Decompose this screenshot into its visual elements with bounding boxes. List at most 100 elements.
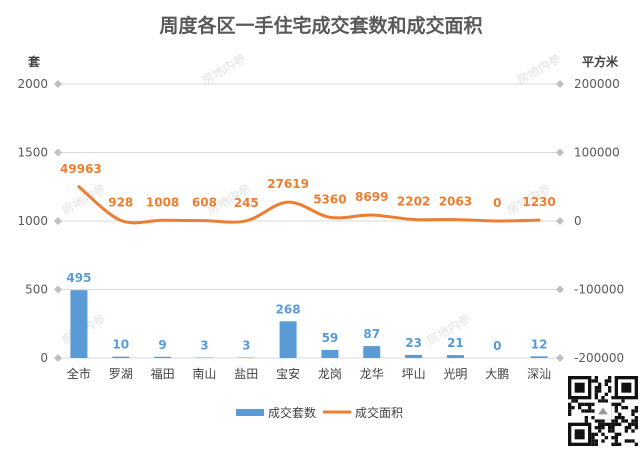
qr-code-image: [568, 376, 638, 446]
qr-module: [601, 422, 605, 426]
qr-module: [588, 406, 592, 410]
qr-module: [618, 416, 622, 420]
qr-module: [608, 379, 612, 383]
qr-module: [598, 389, 602, 393]
qr-module: [591, 439, 595, 443]
category-label: 光明: [443, 367, 467, 381]
qr-module: [608, 426, 612, 430]
left-tick-marker: [54, 285, 62, 294]
qr-module: [608, 376, 612, 380]
qr-module: [594, 419, 598, 423]
right-tick-label: -200000: [574, 351, 624, 365]
qr-module: [614, 432, 618, 436]
left-tick-marker: [54, 80, 62, 88]
right-tick-label: -100000: [574, 283, 624, 297]
qr-module: [571, 406, 575, 410]
qr-module: [568, 412, 572, 416]
line-data-label: 49963: [60, 162, 102, 176]
qr-module: [628, 422, 632, 426]
right-tick-marker: [556, 217, 564, 225]
line-data-label: 1008: [146, 195, 179, 209]
qr-module: [624, 429, 628, 433]
qr-module: [591, 379, 595, 383]
qr-module: [614, 422, 618, 426]
qr-finder: [574, 382, 585, 393]
line-data-label: 27619: [267, 177, 309, 191]
qr-module: [624, 419, 628, 423]
qr-module: [594, 442, 598, 446]
qr-module: [591, 416, 595, 420]
qr-module: [591, 442, 595, 446]
chart-title: 周度各区一手住宅成交套数和成交面积: [159, 14, 482, 37]
right-tick-label: 200000: [574, 77, 620, 91]
qr-module: [604, 399, 608, 403]
bar-data-label: 59: [322, 331, 339, 345]
qr-module: [621, 399, 625, 403]
left-tick-marker: [54, 354, 62, 362]
right-tick-marker: [556, 148, 564, 157]
qr-module: [634, 419, 638, 423]
bar-data-label: 12: [531, 337, 548, 351]
right-tick-label: 0: [574, 214, 582, 228]
bar-data-label: 3: [200, 339, 208, 353]
category-label: 宝安: [276, 366, 300, 381]
right-tick-marker: [556, 354, 564, 362]
qr-module: [631, 439, 635, 443]
qr-module: [608, 429, 612, 433]
category-label: 全市: [67, 366, 91, 381]
qr-module: [614, 419, 618, 423]
bar-data-label: 0: [493, 339, 501, 353]
category-label: 龙岗: [318, 367, 342, 381]
qr-module: [584, 416, 588, 420]
legend-label: 成交面积: [355, 405, 403, 420]
qr-module: [594, 392, 598, 396]
qr-module: [581, 409, 585, 413]
bar-series: 495 10 9 3 3 268 59 87 23 21 0 12: [66, 271, 548, 358]
qr-module: [604, 392, 608, 396]
qr-finder: [621, 382, 632, 393]
bar: [279, 321, 297, 358]
category-label: 深汕: [527, 367, 551, 381]
qr-module: [568, 409, 572, 413]
category-labels: 全市 罗湖 福田 南山 盐田 宝安 龙岗 龙华 坪山 光明 大鹏 深汕: [67, 366, 551, 381]
qr-module: [624, 439, 628, 443]
qr-module: [578, 402, 582, 406]
category-label: 盐田: [234, 367, 258, 381]
qr-module: [598, 382, 602, 386]
qr-module: [611, 396, 615, 400]
qr-module: [618, 432, 622, 436]
qr-module: [594, 379, 598, 383]
qr-module: [614, 409, 618, 413]
qr-module: [631, 429, 635, 433]
qr-module: [588, 409, 592, 413]
left-tick-label: 2000: [17, 77, 48, 91]
qr-module: [601, 439, 605, 443]
qr-module: [594, 426, 598, 430]
bar: [112, 356, 130, 358]
qr-module: [608, 389, 612, 393]
right-tick-marker: [556, 285, 564, 294]
bar-data-label: 87: [363, 327, 380, 341]
category-label: 坪山: [402, 367, 426, 381]
legend-swatch-bar: [236, 409, 264, 416]
category-label: 福田: [151, 366, 175, 381]
category-label: 龙华: [360, 367, 384, 381]
left-tick-label: 1000: [17, 214, 48, 228]
qr-module: [598, 429, 602, 433]
qr-module: [594, 389, 598, 393]
category-label: 罗湖: [109, 366, 133, 381]
qr-module: [588, 402, 592, 406]
line-data-label: 1230: [522, 195, 555, 209]
bar-data-label: 3: [242, 339, 250, 353]
watermark-text: 房地内参: [199, 51, 248, 88]
qr-module: [628, 426, 632, 430]
qr-module: [604, 379, 608, 383]
qr-module: [611, 402, 615, 406]
qr-module: [598, 426, 602, 430]
bar: [530, 356, 548, 358]
qr-module: [594, 432, 598, 436]
qr-module: [584, 402, 588, 406]
qr-module: [631, 412, 635, 416]
qr-module: [584, 419, 588, 423]
